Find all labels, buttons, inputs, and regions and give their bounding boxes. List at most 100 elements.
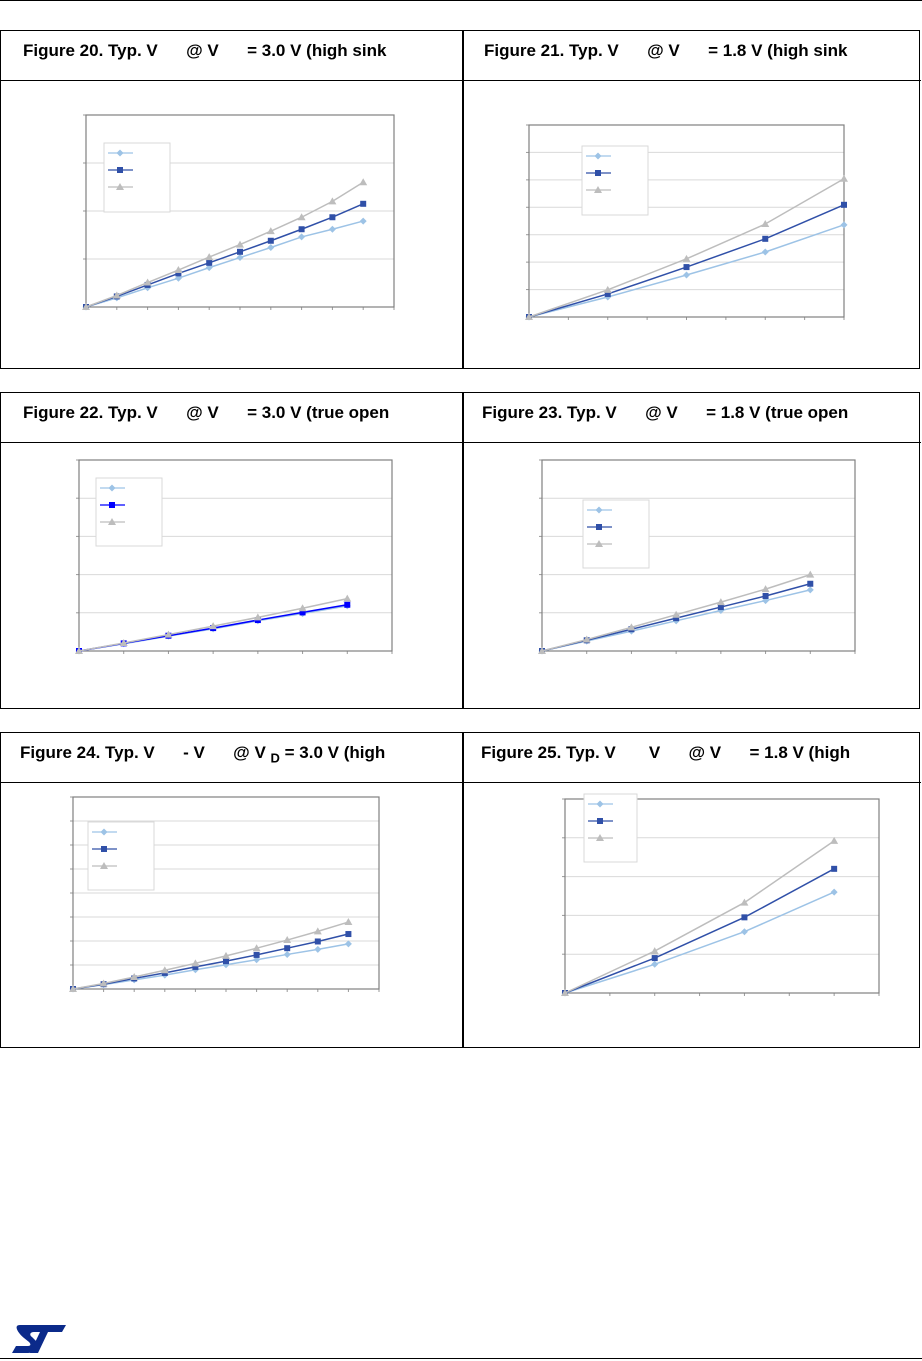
divider bbox=[462, 733, 464, 1047]
square-marker bbox=[223, 958, 229, 965]
square-marker bbox=[807, 580, 814, 587]
figure-25-header: Figure 25. Typ. V V @ V = 1.8 V (high bbox=[462, 733, 921, 783]
triangle-marker bbox=[116, 183, 124, 190]
square-marker bbox=[175, 270, 182, 277]
square-marker bbox=[253, 951, 260, 958]
diamond-marker bbox=[651, 960, 659, 968]
series-line bbox=[564, 840, 835, 994]
square-marker bbox=[673, 615, 680, 622]
legend-box bbox=[87, 821, 155, 891]
square-marker bbox=[831, 865, 838, 872]
triangle-marker bbox=[252, 944, 261, 952]
square-marker bbox=[604, 290, 611, 297]
triangle-marker bbox=[112, 291, 121, 299]
series-line bbox=[72, 943, 349, 990]
triangle-marker bbox=[297, 213, 306, 221]
diamond-marker bbox=[840, 221, 848, 229]
triangle-marker bbox=[160, 966, 169, 974]
diamond-marker bbox=[314, 945, 322, 953]
series-line bbox=[85, 181, 364, 308]
diamond-marker bbox=[683, 271, 690, 279]
square-marker bbox=[329, 214, 336, 221]
triangle-marker bbox=[75, 647, 83, 654]
square-marker bbox=[298, 226, 305, 233]
triangle-marker bbox=[191, 959, 200, 967]
series-line bbox=[528, 178, 845, 318]
figure-21-header: Figure 21. Typ. V @ V = 1.8 V (high sink bbox=[462, 31, 921, 81]
square-marker bbox=[299, 609, 306, 616]
diamond-marker bbox=[116, 149, 124, 157]
diamond-marker bbox=[108, 484, 116, 492]
triangle-marker bbox=[538, 647, 546, 654]
legend-box bbox=[581, 145, 649, 216]
divider bbox=[462, 31, 464, 368]
square-marker bbox=[192, 963, 199, 970]
triangle-marker bbox=[582, 635, 591, 643]
plot-area bbox=[85, 114, 395, 308]
triangle-marker bbox=[716, 598, 725, 606]
figure-24-title: Figure 24. Typ. V - V @ V D = 3.0 V (hig… bbox=[20, 743, 385, 765]
header-rule bbox=[0, 0, 922, 1]
diamond-marker bbox=[298, 233, 306, 241]
diamond-marker bbox=[595, 506, 603, 514]
plot-area bbox=[78, 459, 393, 652]
figure-24-title-part: = 3.0 V (high bbox=[279, 743, 386, 762]
series-line bbox=[72, 933, 349, 990]
diamond-marker bbox=[253, 956, 261, 964]
square-marker bbox=[344, 601, 351, 608]
square-marker bbox=[597, 818, 603, 824]
footer-rule bbox=[0, 1358, 922, 1359]
square-marker bbox=[595, 170, 601, 176]
triangle-marker bbox=[298, 604, 307, 612]
triangle-marker bbox=[627, 623, 636, 631]
triangle-marker bbox=[253, 613, 262, 621]
series-line bbox=[85, 220, 364, 308]
figure-23-title: Figure 23. Typ. V @ V = 1.8 V (true open bbox=[482, 403, 849, 422]
diamond-marker bbox=[594, 152, 602, 160]
series-line bbox=[85, 203, 364, 308]
triangle-marker bbox=[761, 585, 770, 593]
triangle-marker bbox=[830, 836, 839, 844]
square-marker bbox=[762, 592, 769, 599]
diamond-marker bbox=[344, 940, 352, 948]
st-logo-icon bbox=[12, 1325, 66, 1353]
figure-24-title-sub: D bbox=[270, 750, 280, 766]
triangle-marker bbox=[236, 240, 244, 248]
diamond-marker bbox=[806, 586, 814, 594]
triangle-marker bbox=[561, 989, 569, 996]
square-marker bbox=[345, 931, 352, 938]
figure-row-3: Figure 24. Typ. V - V @ V D = 3.0 V (hig… bbox=[0, 732, 921, 1048]
square-marker bbox=[717, 604, 724, 611]
triangle-marker bbox=[209, 622, 218, 630]
square-marker bbox=[596, 524, 602, 530]
square-marker bbox=[101, 846, 107, 852]
figure-20-title: Figure 20. Typ. V @ V = 3.0 V (high sink bbox=[23, 41, 387, 60]
diamond-marker bbox=[174, 274, 182, 282]
square-marker bbox=[683, 264, 690, 271]
legend-box bbox=[583, 793, 638, 863]
square-marker bbox=[741, 914, 748, 921]
figure-22-header: Figure 22. Typ. V @ V = 3.0 V (true open bbox=[1, 393, 462, 443]
diamond-marker bbox=[267, 243, 275, 251]
figure-24-title-part: Figure 24. Typ. V - V @ V bbox=[20, 743, 271, 762]
triangle-marker bbox=[840, 174, 848, 182]
plot-area bbox=[528, 124, 845, 318]
series-line bbox=[72, 921, 349, 990]
diamond-marker bbox=[740, 928, 748, 936]
diamond-marker bbox=[100, 828, 108, 836]
triangle-marker bbox=[596, 834, 604, 841]
square-marker bbox=[206, 259, 213, 266]
diamond-marker bbox=[830, 888, 838, 896]
plot-area bbox=[72, 796, 380, 990]
plot-area bbox=[564, 798, 880, 994]
triangle-marker bbox=[143, 278, 152, 286]
square-marker bbox=[651, 955, 658, 962]
figure-row-2: Figure 22. Typ. V @ V = 3.0 V (true open… bbox=[0, 392, 921, 709]
triangle-marker bbox=[761, 220, 770, 228]
triangle-marker bbox=[283, 936, 292, 944]
figure-21-title: Figure 21. Typ. V @ V = 1.8 V (high sink bbox=[484, 41, 848, 60]
triangle-marker bbox=[119, 638, 128, 646]
triangle-marker bbox=[806, 570, 815, 578]
triangle-marker bbox=[266, 227, 275, 235]
square-marker bbox=[237, 248, 243, 255]
